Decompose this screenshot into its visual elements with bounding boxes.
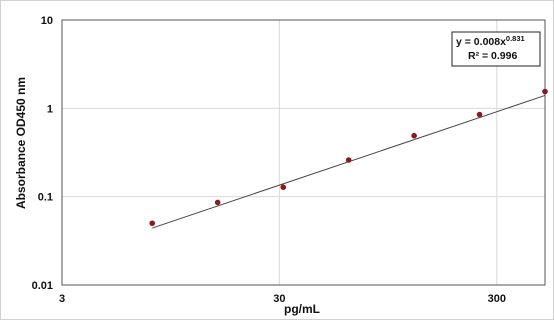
data-point <box>411 132 417 139</box>
equation-box: y = 0.008x0.831 R² = 0.996 <box>451 31 541 67</box>
y-tick-label: 10 <box>41 15 53 27</box>
tick-labels: 0.01 0.1 1 10 3 30 300 <box>32 15 506 305</box>
y-tick-label: 0.01 <box>32 280 53 292</box>
x-tick-label: 30 <box>273 293 285 305</box>
plot-area-frame <box>61 19 546 286</box>
x-tick-label: 300 <box>488 293 506 305</box>
data-point <box>280 184 287 190</box>
x-tick-label: 3 <box>59 293 65 305</box>
data-point <box>476 111 483 118</box>
r-squared-text: R² = 0.996 <box>468 50 517 62</box>
data-point <box>542 88 548 95</box>
data-point <box>149 220 156 227</box>
y-tick-label: 1 <box>47 103 53 115</box>
equation-exponent: 0.831 <box>506 34 525 43</box>
equation-text: y = 0.008x0.831 <box>456 34 525 48</box>
data-point <box>214 199 221 206</box>
y-axis-title: Absorbance OD450 nm <box>14 77 28 209</box>
x-axis-title: pg/mL <box>284 302 320 316</box>
equation-prefix: y = 0.008x <box>456 36 506 48</box>
data-point <box>345 157 352 163</box>
equation-box-border <box>451 31 541 67</box>
y-tick-label: 0.1 <box>38 192 53 204</box>
data-points <box>149 88 548 227</box>
